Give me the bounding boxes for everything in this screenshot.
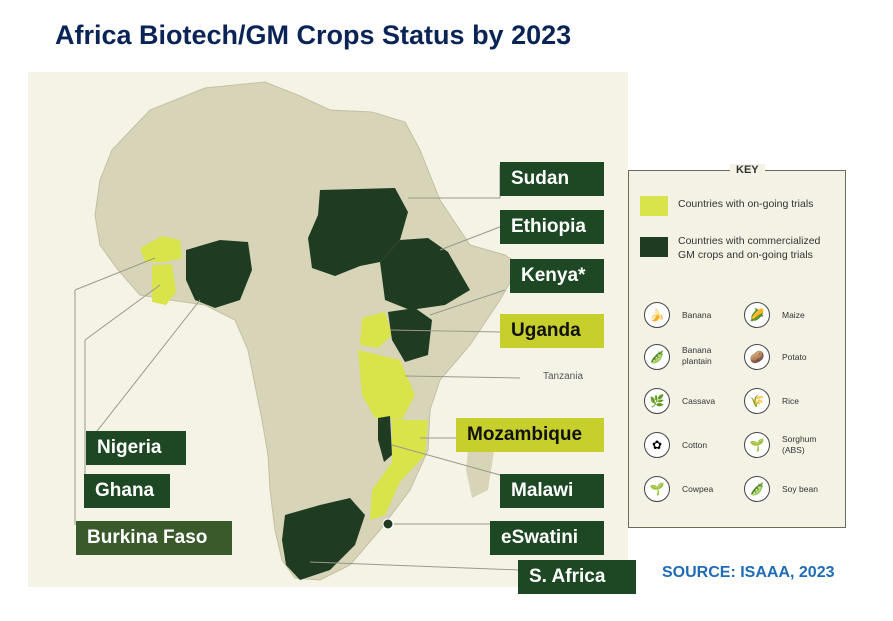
crop-banana: Banana (682, 310, 712, 320)
key-commercialized-line1: Countries with commercialized (678, 235, 821, 247)
mozambique-shape (370, 420, 428, 520)
trials-swatch (640, 196, 668, 216)
kenya-shape (388, 308, 432, 362)
connector-lines (74, 165, 521, 571)
label-south-africa: S. Africa (518, 560, 636, 594)
potato-icon: 🥔 (744, 344, 770, 370)
key-commercialized-line2: GM crops and on-going trials (678, 249, 813, 261)
label-mozambique: Mozambique (456, 418, 604, 452)
cassava-icon: 🌿 (644, 388, 670, 414)
malawi-shape (378, 416, 392, 462)
map-title: Africa Biotech/GM Crops Status by 2023 (55, 20, 572, 50)
ethiopia-shape (380, 238, 470, 310)
crop-cotton: Cotton (682, 440, 708, 450)
source-citation: SOURCE: ISAAA, 2023 (662, 564, 835, 581)
label-nigeria: Nigeria (86, 431, 186, 465)
label-ghana: Ghana (84, 474, 170, 508)
banana-icon: 🍌 (644, 302, 670, 328)
crop-cassava: Cassava (682, 396, 716, 406)
uganda-shape (360, 312, 392, 348)
crop-soybean: Soy bean (782, 484, 818, 494)
crop-sorghum: Sorghum (ABS) (782, 434, 817, 455)
crop-banana-plantain: Banana plantain (682, 345, 712, 366)
cowpea-icon: 🌱 (644, 476, 670, 502)
ghana-shape (152, 264, 176, 305)
label-uganda: Uganda (500, 314, 604, 348)
key-trials-text: Countries with on-going trials (678, 198, 814, 210)
sorghum-icon: 🌱 (744, 432, 770, 458)
eswatini-marker (382, 518, 394, 530)
south-africa-shape (282, 498, 365, 580)
sudan-shape (308, 188, 408, 276)
label-kenya: Kenya* (510, 259, 604, 293)
maize-icon: 🌽 (744, 302, 770, 328)
nigeria-shape (186, 240, 252, 308)
crop-maize: Maize (782, 310, 805, 320)
plantain-icon: 🫛 (644, 344, 670, 370)
tanzania-label: Tanzania (543, 371, 584, 382)
key-title: KEY (730, 164, 765, 176)
crop-cowpea: Cowpea (682, 484, 714, 494)
rice-icon: 🌾 (744, 388, 770, 414)
crop-rice: Rice (782, 396, 800, 406)
crop-potato: Potato (782, 352, 807, 362)
commercialized-swatch (640, 237, 668, 257)
label-eswatini: eSwatini (490, 521, 604, 555)
label-ethiopia: Ethiopia (500, 210, 604, 244)
label-burkina-faso: Burkina Faso (76, 521, 232, 555)
label-sudan: Sudan (500, 162, 604, 196)
burkina-faso-shape (140, 236, 182, 262)
cotton-icon: ✿ (644, 432, 670, 458)
label-malawi: Malawi (500, 474, 604, 508)
tanzania-shape (358, 350, 415, 420)
soybean-icon: 🫛 (744, 476, 770, 502)
